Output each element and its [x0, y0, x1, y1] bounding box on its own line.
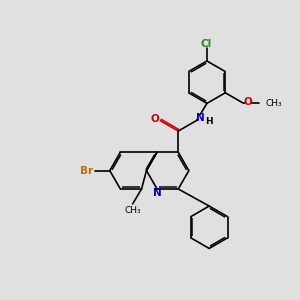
Text: N: N — [153, 188, 161, 198]
Bar — [154, 190, 160, 196]
Text: H: H — [205, 117, 213, 126]
Text: Cl: Cl — [201, 39, 212, 49]
Text: CH₃: CH₃ — [124, 206, 141, 215]
Text: O: O — [244, 97, 252, 107]
Text: O: O — [150, 114, 159, 124]
Bar — [197, 115, 203, 121]
Bar — [202, 40, 211, 47]
Bar — [206, 119, 211, 124]
Bar — [152, 116, 158, 122]
Bar — [80, 167, 92, 174]
Text: N: N — [196, 113, 205, 123]
Text: Br: Br — [80, 166, 93, 176]
Bar — [245, 99, 251, 105]
Text: CH₃: CH₃ — [266, 99, 282, 108]
